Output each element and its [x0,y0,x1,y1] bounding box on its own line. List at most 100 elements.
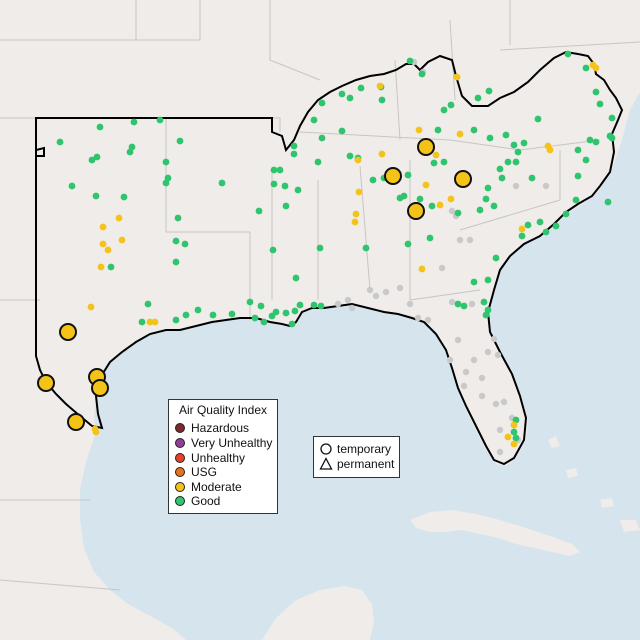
site-marker-no-data[interactable] [494,351,502,359]
temporary-site-marker-moderate[interactable] [384,167,402,185]
site-marker-good[interactable] [316,244,324,252]
site-marker-good[interactable] [447,101,455,109]
site-marker-good[interactable] [172,237,180,245]
site-marker-moderate[interactable] [146,318,154,326]
site-marker-good[interactable] [460,302,468,310]
site-marker-no-data[interactable] [348,304,356,312]
site-marker-good[interactable] [396,194,404,202]
site-marker-good[interactable] [156,116,164,124]
site-marker-good[interactable] [608,114,616,122]
site-marker-moderate[interactable] [592,64,600,72]
site-marker-good[interactable] [520,139,528,147]
site-marker-good[interactable] [470,278,478,286]
site-marker-good[interactable] [209,311,217,319]
site-marker-good[interactable] [120,193,128,201]
site-marker-moderate[interactable] [91,425,99,433]
site-marker-good[interactable] [292,274,300,282]
site-marker-no-data[interactable] [462,368,470,376]
site-marker-good[interactable] [562,210,570,218]
site-marker-good[interactable] [454,209,462,217]
site-marker-no-data[interactable] [366,286,374,294]
temporary-site-marker-moderate[interactable] [67,413,85,431]
site-marker-no-data[interactable] [344,296,352,304]
site-marker-no-data[interactable] [406,300,414,308]
site-marker-moderate[interactable] [510,440,518,448]
site-marker-no-data[interactable] [438,264,446,272]
site-marker-no-data[interactable] [468,300,476,308]
site-marker-good[interactable] [574,146,582,154]
site-marker-good[interactable] [496,165,504,173]
site-marker-good[interactable] [434,126,442,134]
site-marker-good[interactable] [88,156,96,164]
site-marker-good[interactable] [276,166,284,174]
site-marker-moderate[interactable] [376,82,384,90]
site-marker-good[interactable] [288,320,296,328]
site-marker-good[interactable] [346,94,354,102]
site-marker-good[interactable] [56,138,64,146]
site-marker-good[interactable] [138,318,146,326]
site-marker-no-data[interactable] [500,398,508,406]
site-marker-good[interactable] [492,254,500,262]
temporary-site-marker-moderate[interactable] [407,202,425,220]
site-marker-good[interactable] [378,96,386,104]
site-marker-no-data[interactable] [414,314,422,322]
site-marker-good[interactable] [176,137,184,145]
site-marker-good[interactable] [528,174,536,182]
site-marker-good[interactable] [282,202,290,210]
site-marker-no-data[interactable] [492,400,500,408]
site-marker-good[interactable] [346,152,354,160]
site-marker-good[interactable] [260,318,268,326]
site-marker-moderate[interactable] [99,223,107,231]
site-marker-good[interactable] [476,206,484,214]
site-marker-moderate[interactable] [118,236,126,244]
site-marker-no-data[interactable] [446,356,454,364]
site-marker-good[interactable] [512,434,520,442]
site-marker-good[interactable] [440,106,448,114]
site-marker-no-data[interactable] [512,182,520,190]
site-marker-good[interactable] [181,240,189,248]
site-marker-good[interactable] [257,302,265,310]
temporary-site-marker-moderate[interactable] [91,379,109,397]
site-marker-moderate[interactable] [104,246,112,254]
site-marker-moderate[interactable] [352,210,360,218]
site-marker-no-data[interactable] [396,284,404,292]
site-marker-moderate[interactable] [99,240,107,248]
site-marker-good[interactable] [470,126,478,134]
site-marker-moderate[interactable] [453,73,461,81]
site-marker-good[interactable] [482,311,490,319]
site-marker-good[interactable] [542,228,550,236]
site-marker-good[interactable] [404,171,412,179]
site-marker-moderate[interactable] [504,433,512,441]
site-marker-good[interactable] [440,158,448,166]
site-marker-good[interactable] [490,202,498,210]
site-marker-good[interactable] [246,298,254,306]
site-marker-good[interactable] [290,142,298,150]
site-marker-good[interactable] [512,158,520,166]
temporary-site-marker-moderate[interactable] [37,374,55,392]
site-marker-good[interactable] [144,300,152,308]
site-marker-moderate[interactable] [97,263,105,271]
site-marker-moderate[interactable] [355,188,363,196]
site-marker-good[interactable] [269,246,277,254]
site-marker-moderate[interactable] [115,214,123,222]
temporary-site-marker-moderate[interactable] [59,323,77,341]
site-marker-good[interactable] [582,64,590,72]
site-marker-good[interactable] [251,314,259,322]
site-marker-no-data[interactable] [424,316,432,324]
site-marker-no-data[interactable] [478,392,486,400]
site-marker-good[interactable] [126,148,134,156]
site-marker-good[interactable] [162,179,170,187]
site-marker-good[interactable] [174,214,182,222]
site-marker-moderate[interactable] [518,225,526,233]
site-marker-no-data[interactable] [470,356,478,364]
site-marker-good[interactable] [474,94,482,102]
site-marker-good[interactable] [182,311,190,319]
site-marker-no-data[interactable] [454,336,462,344]
site-marker-good[interactable] [596,100,604,108]
site-marker-good[interactable] [510,428,518,436]
site-marker-good[interactable] [357,84,365,92]
site-marker-no-data[interactable] [334,300,342,308]
site-marker-no-data[interactable] [456,236,464,244]
site-marker-good[interactable] [406,57,414,65]
